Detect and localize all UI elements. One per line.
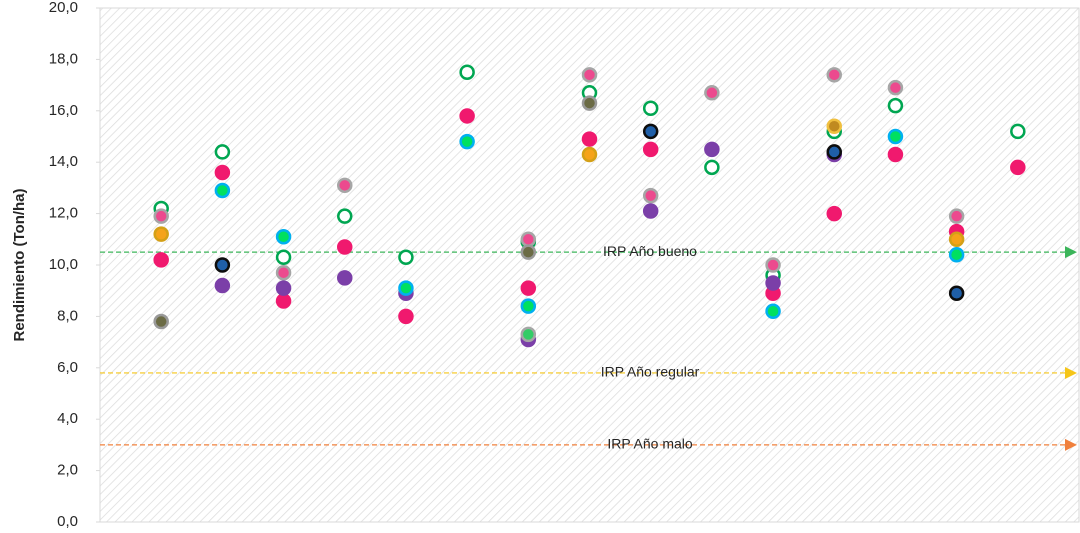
point xyxy=(337,177,353,194)
point xyxy=(704,141,720,158)
point xyxy=(275,264,292,281)
point xyxy=(214,164,231,181)
y-tick-label: 16,0 xyxy=(49,102,78,119)
point xyxy=(153,208,169,224)
point xyxy=(520,280,537,296)
point xyxy=(214,277,231,294)
point xyxy=(214,182,231,199)
point xyxy=(214,257,231,273)
point xyxy=(704,159,720,176)
y-tick-label: 2,0 xyxy=(57,462,78,479)
point xyxy=(948,285,965,302)
point xyxy=(520,298,537,314)
y-tick-label: 8,0 xyxy=(57,307,78,324)
point xyxy=(520,326,537,343)
point xyxy=(887,146,904,163)
point xyxy=(398,249,414,266)
point xyxy=(459,133,475,150)
y-tick-label: 18,0 xyxy=(49,50,78,67)
point xyxy=(581,95,598,111)
point xyxy=(642,123,659,140)
point xyxy=(581,67,598,83)
point xyxy=(948,231,965,248)
point xyxy=(275,249,292,266)
reference-label: IRP Año bueno xyxy=(603,243,697,259)
point xyxy=(398,308,414,325)
point xyxy=(765,275,781,291)
point xyxy=(337,208,353,224)
point xyxy=(153,252,169,268)
reference-label: IRP Año regular xyxy=(601,364,700,380)
point xyxy=(948,246,965,263)
point xyxy=(153,313,169,330)
point xyxy=(887,128,904,145)
point xyxy=(1010,123,1026,140)
point xyxy=(765,303,781,320)
point xyxy=(642,203,659,219)
point xyxy=(826,205,842,222)
point xyxy=(153,226,169,242)
point xyxy=(642,187,659,204)
point xyxy=(826,144,842,160)
point xyxy=(459,108,475,124)
y-tick-label: 12,0 xyxy=(49,205,78,222)
point xyxy=(642,100,659,116)
reference-arrow xyxy=(1065,438,1077,451)
point xyxy=(275,228,292,245)
point xyxy=(520,231,537,248)
point xyxy=(337,270,353,286)
point xyxy=(1010,159,1026,176)
point xyxy=(887,97,904,114)
point xyxy=(826,118,842,134)
reference-label: IRP Año malo xyxy=(607,436,693,452)
point xyxy=(887,79,904,96)
reference-arrow xyxy=(1065,246,1077,259)
point xyxy=(704,85,720,101)
point xyxy=(581,131,598,147)
point xyxy=(459,64,475,80)
point xyxy=(337,239,353,255)
point xyxy=(398,280,414,296)
point xyxy=(581,146,598,163)
point xyxy=(765,257,781,273)
point xyxy=(214,144,231,160)
y-tick-label: 6,0 xyxy=(57,359,78,376)
point xyxy=(826,67,842,83)
point xyxy=(948,208,965,224)
point xyxy=(275,280,292,296)
point xyxy=(642,141,659,158)
y-tick-label: 10,0 xyxy=(49,256,78,273)
y-tick-label: 20,0 xyxy=(49,0,78,16)
point xyxy=(275,293,292,309)
y-tick-label: 4,0 xyxy=(57,410,78,427)
reference-arrow xyxy=(1065,366,1077,379)
point xyxy=(520,244,537,260)
y-tick-label: 14,0 xyxy=(49,153,78,170)
y-tick-label: 0,0 xyxy=(57,513,78,530)
y-axis-title: Rendimiento (Ton/ha) xyxy=(11,188,28,341)
